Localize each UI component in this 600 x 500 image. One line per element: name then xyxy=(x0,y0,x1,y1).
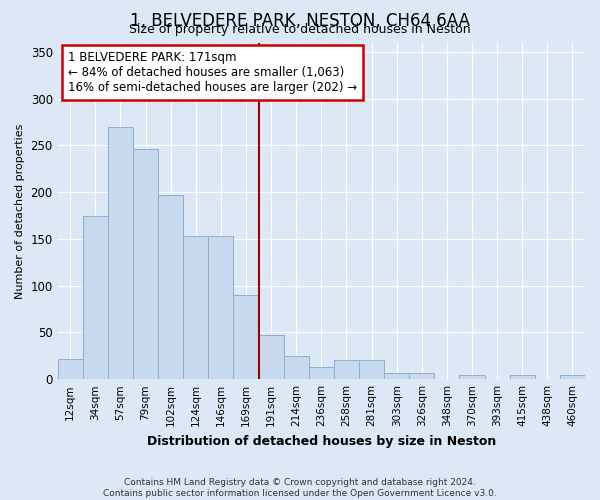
Bar xyxy=(284,356,309,379)
Bar xyxy=(359,360,384,379)
Bar xyxy=(183,236,208,379)
Text: Size of property relative to detached houses in Neston: Size of property relative to detached ho… xyxy=(129,22,471,36)
Bar xyxy=(233,295,259,379)
Y-axis label: Number of detached properties: Number of detached properties xyxy=(15,123,25,298)
Bar xyxy=(460,374,485,379)
Bar xyxy=(309,367,334,379)
Bar xyxy=(133,149,158,379)
Bar xyxy=(83,216,108,379)
Bar xyxy=(560,376,585,379)
Bar xyxy=(509,374,535,379)
Bar xyxy=(58,358,83,379)
Text: 1 BELVEDERE PARK: 171sqm
← 84% of detached houses are smaller (1,063)
16% of sem: 1 BELVEDERE PARK: 171sqm ← 84% of detach… xyxy=(68,51,358,94)
Bar xyxy=(384,372,409,379)
Text: 1, BELVEDERE PARK, NESTON, CH64 6AA: 1, BELVEDERE PARK, NESTON, CH64 6AA xyxy=(130,12,470,30)
Bar xyxy=(409,372,434,379)
Bar xyxy=(108,126,133,379)
X-axis label: Distribution of detached houses by size in Neston: Distribution of detached houses by size … xyxy=(147,434,496,448)
Bar xyxy=(158,195,183,379)
Bar xyxy=(259,335,284,379)
Bar xyxy=(208,236,233,379)
Text: Contains HM Land Registry data © Crown copyright and database right 2024.
Contai: Contains HM Land Registry data © Crown c… xyxy=(103,478,497,498)
Bar xyxy=(334,360,359,379)
